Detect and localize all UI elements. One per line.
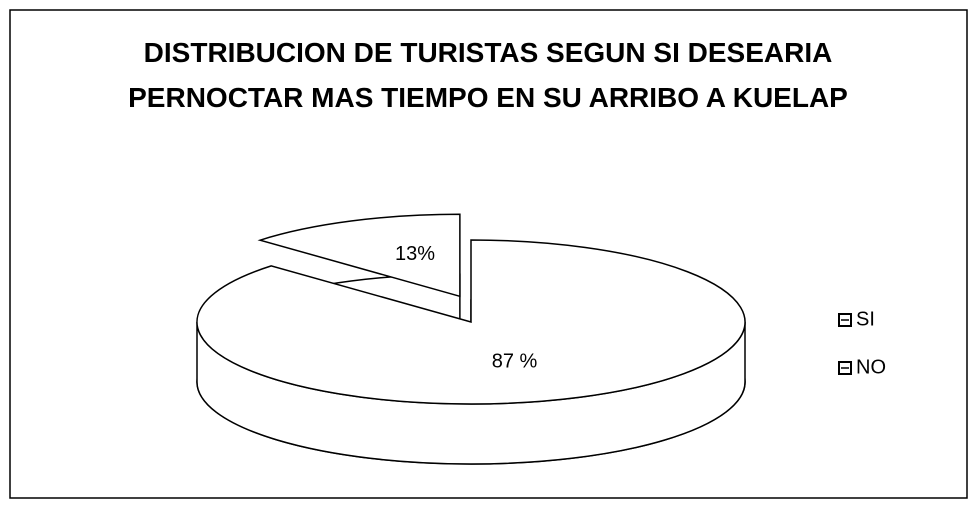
- slice-top: [257, 213, 461, 298]
- data-label: 87 %: [492, 350, 538, 372]
- legend-label: NO: [856, 356, 886, 378]
- slice-top: [196, 239, 746, 405]
- pie-slice: [196, 239, 746, 465]
- data-label: 13%: [395, 243, 435, 265]
- legend-label: SI: [856, 308, 875, 330]
- chart-title: DISTRIBUCION DE TURISTAS SEGUN SI DESEAR…: [128, 37, 848, 113]
